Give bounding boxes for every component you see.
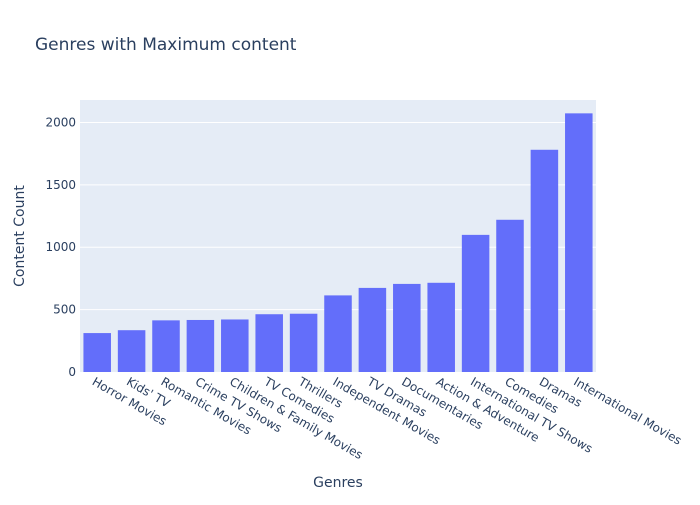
bar[interactable]: [152, 320, 180, 372]
x-tick-label: International Movies: [571, 374, 684, 447]
bar[interactable]: [358, 287, 387, 372]
y-tick-label: 2000: [45, 115, 76, 129]
bar[interactable]: [496, 219, 524, 372]
y-tick-labels: 0 500 1000 1500 2000: [45, 115, 76, 379]
bar[interactable]: [530, 149, 559, 372]
y-tick-label: 500: [53, 303, 76, 317]
y-tick-label: 0: [68, 365, 76, 379]
bar[interactable]: [393, 283, 421, 372]
bar[interactable]: [324, 295, 352, 372]
bar[interactable]: [186, 319, 215, 372]
chart-title: Genres with Maximum content: [35, 35, 297, 55]
bar[interactable]: [117, 330, 146, 372]
bar[interactable]: [255, 314, 283, 372]
bar[interactable]: [221, 319, 249, 372]
x-axis-title: Genres: [313, 475, 363, 491]
bar[interactable]: [427, 282, 455, 372]
bar[interactable]: [565, 113, 593, 372]
bar[interactable]: [83, 333, 111, 372]
y-tick-label: 1500: [45, 178, 76, 192]
bar[interactable]: [289, 313, 318, 372]
y-tick-label: 1000: [45, 240, 76, 254]
bars: [83, 113, 593, 372]
bar[interactable]: [461, 234, 490, 372]
y-axis-title: Content Count: [12, 185, 28, 287]
